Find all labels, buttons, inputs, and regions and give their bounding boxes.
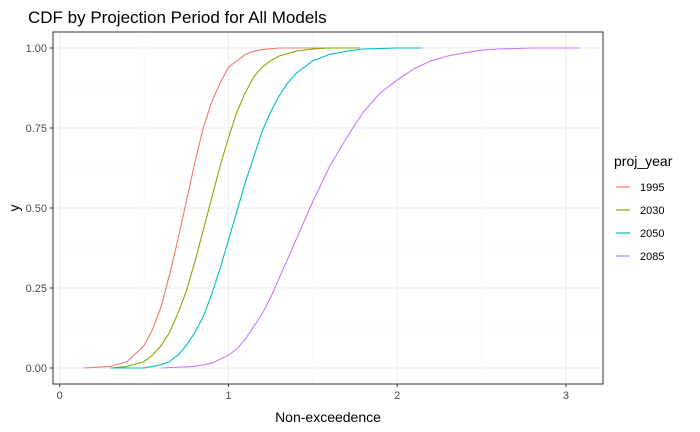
y-axis: 0.00 0.25 0.50 0.75 1.00 (26, 43, 53, 375)
series-line-1995 (83, 47, 347, 369)
series-lines (83, 47, 580, 369)
x-axis: 0 1 2 3 (57, 384, 569, 402)
legend-label-2030: 2030 (640, 205, 664, 217)
y-tick-label: 1.00 (26, 43, 47, 55)
series-line-2050 (110, 47, 423, 369)
x-axis-title: Non-exceedence (275, 409, 381, 425)
series-line-2085 (160, 47, 580, 369)
plot-panel (52, 31, 604, 385)
x-tick-label: 0 (57, 390, 63, 402)
legend-label-2050: 2050 (640, 228, 664, 240)
legend-title: proj_year (614, 153, 673, 169)
y-tick-label: 0.50 (26, 203, 47, 215)
x-tick-label: 1 (225, 390, 231, 402)
x-tick-label: 2 (394, 390, 400, 402)
y-axis-title: y (6, 205, 22, 212)
legend-items: 1995 2030 2050 2085 (614, 178, 664, 265)
y-tick-label: 0.25 (26, 283, 47, 295)
series-line-2030 (110, 47, 361, 369)
chart-title: CDF by Projection Period for All Models (28, 8, 327, 27)
minor-grid (53, 32, 603, 384)
legend-label-1995: 1995 (640, 182, 664, 194)
y-tick-label: 0.00 (26, 363, 47, 375)
y-tick-label: 0.75 (26, 123, 47, 135)
x-tick-label: 3 (563, 390, 569, 402)
major-grid (53, 32, 603, 384)
legend-label-2085: 2085 (640, 251, 664, 263)
legend: proj_year 1995 2030 2050 2085 (614, 153, 673, 265)
